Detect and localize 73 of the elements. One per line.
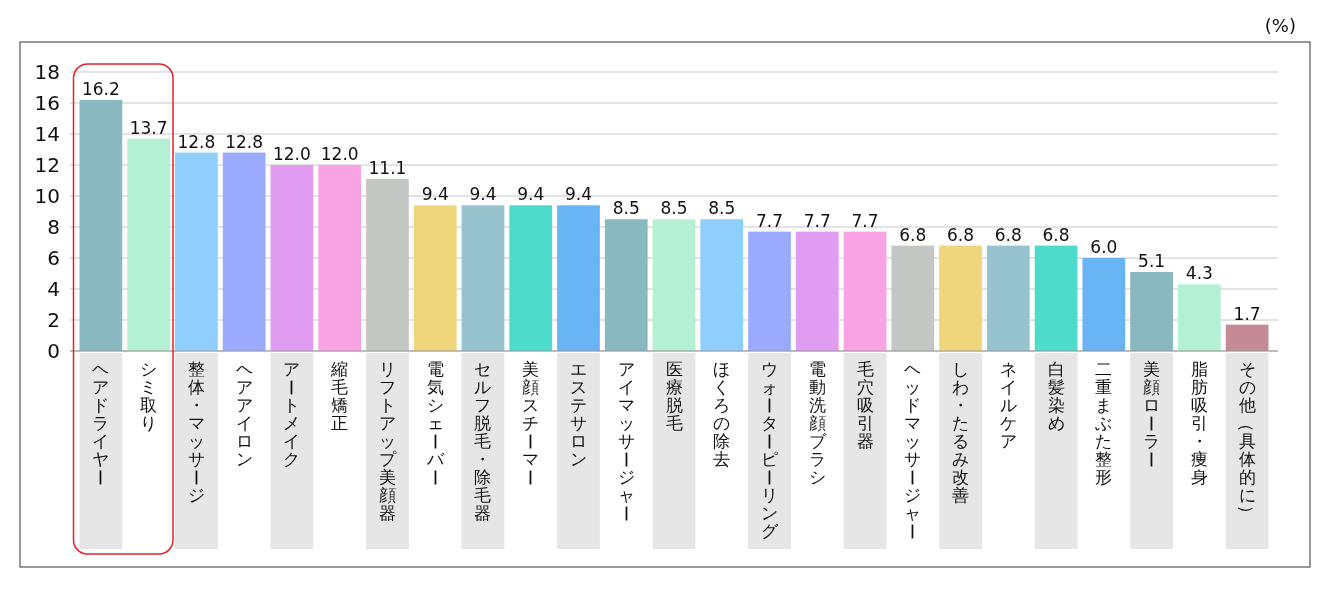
x-tick-label: しわ・たるみ改善 <box>952 359 970 505</box>
data-label: 11.1 <box>368 157 407 178</box>
y-tick-label: 6 <box>47 246 60 270</box>
x-tick-label: シミ取り <box>140 359 158 433</box>
data-label: 5.1 <box>1138 250 1166 271</box>
data-label: 13.7 <box>129 117 168 138</box>
data-label: 6.8 <box>994 224 1022 245</box>
bar <box>1177 284 1221 351</box>
data-label: 8.5 <box>612 198 640 219</box>
x-tick-label: 脂肪吸引・痩身 <box>1190 359 1208 487</box>
bar <box>700 219 744 351</box>
x-tick-label: リフトアップ美顔器 <box>378 359 397 523</box>
data-label: 8.5 <box>660 198 688 219</box>
x-tick-label: 美顔スチーマー <box>520 359 541 486</box>
bar <box>127 138 171 351</box>
x-tick-label: 毛穴吸引器 <box>856 359 874 451</box>
data-label: 6.0 <box>1090 237 1118 257</box>
y-tick-label: 10 <box>34 184 60 208</box>
data-label: 9.4 <box>564 184 592 205</box>
bar <box>1225 324 1269 351</box>
data-label: 12.0 <box>320 144 359 164</box>
x-tick-label: ネイルケア <box>999 359 1017 451</box>
y-tick-label: 0 <box>47 339 60 363</box>
data-label: 9.4 <box>469 184 497 205</box>
x-tick-label: セルフ脱毛・除毛器 <box>474 359 492 523</box>
y-axis-title: (%) <box>1264 15 1296 36</box>
data-label: 1.7 <box>1233 303 1261 324</box>
x-tick-label: 電動洗顔ブラシ <box>808 359 827 487</box>
x-tick-label: 二重まぶた整形 <box>1095 359 1113 487</box>
data-label: 12.8 <box>177 131 216 152</box>
bar <box>318 165 362 351</box>
x-tick-label: アイマッサージャー <box>615 359 636 522</box>
data-label: 9.4 <box>421 184 449 205</box>
bar <box>604 219 648 351</box>
data-label: 7.7 <box>803 210 831 231</box>
bar <box>986 245 1030 351</box>
data-label: 6.8 <box>1042 224 1070 245</box>
x-tick-label: 縮毛矯正 <box>330 359 349 433</box>
data-label: 6.8 <box>947 224 975 245</box>
data-label: 6.8 <box>899 224 927 245</box>
y-tick-label: 8 <box>47 215 60 239</box>
x-tick-label: アートメイク <box>281 359 302 469</box>
x-tick-label: その他（具体的に） <box>1236 359 1257 522</box>
data-label: 16.2 <box>81 78 120 99</box>
data-label: 7.7 <box>756 210 784 231</box>
x-tick-label: 医療脱毛 <box>665 359 683 433</box>
bar <box>509 205 553 351</box>
x-tick-label: ヘアドライヤー <box>90 359 111 486</box>
bar <box>1082 258 1126 351</box>
data-label: 12.8 <box>225 131 264 152</box>
data-label: 4.3 <box>1185 263 1213 284</box>
data-label: 8.5 <box>708 198 736 219</box>
bar <box>795 231 839 351</box>
y-tick-label: 16 <box>34 91 60 115</box>
x-tick-label: ウォーターピーリング <box>759 359 780 541</box>
bar <box>413 205 457 351</box>
data-label: 9.4 <box>517 184 545 205</box>
y-tick-label: 2 <box>47 308 60 332</box>
x-tick-label: ヘアアイロン <box>235 359 253 469</box>
data-label: 12.0 <box>272 144 311 164</box>
data-label: 7.7 <box>851 210 879 231</box>
y-tick-label: 14 <box>34 122 60 146</box>
bar <box>222 152 266 351</box>
y-tick-label: 4 <box>47 277 60 301</box>
x-tick-label: 美顔ローラー <box>1141 359 1162 468</box>
y-tick-label: 18 <box>34 60 60 84</box>
x-tick-label: ヘッドマッサージャー <box>902 359 923 540</box>
x-tick-label: 白髪染め <box>1047 359 1065 433</box>
x-tick-label: 整体・マッサージ <box>185 359 206 505</box>
x-tick-label: エステサロン <box>569 359 587 469</box>
x-tick-label: ほくろの除去 <box>713 359 731 469</box>
y-tick-label: 12 <box>34 153 60 177</box>
x-tick-label: 電気シェーバー <box>424 359 445 486</box>
